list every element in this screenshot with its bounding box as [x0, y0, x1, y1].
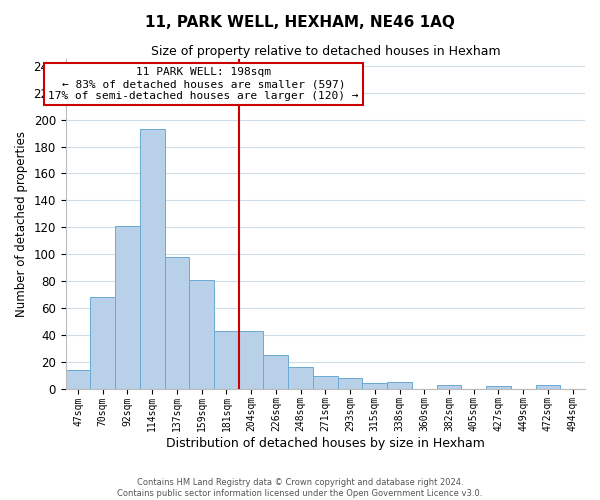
- Bar: [313, 376, 338, 388]
- Bar: [164, 257, 190, 388]
- Bar: [65, 370, 91, 388]
- Bar: [190, 280, 214, 388]
- Bar: [214, 330, 239, 388]
- Bar: [115, 226, 140, 388]
- Bar: [362, 383, 387, 388]
- Bar: [338, 378, 362, 388]
- Title: Size of property relative to detached houses in Hexham: Size of property relative to detached ho…: [151, 45, 500, 58]
- X-axis label: Distribution of detached houses by size in Hexham: Distribution of detached houses by size …: [166, 437, 485, 450]
- Text: 11, PARK WELL, HEXHAM, NE46 1AQ: 11, PARK WELL, HEXHAM, NE46 1AQ: [145, 15, 455, 30]
- Bar: [387, 382, 412, 388]
- Bar: [288, 367, 313, 388]
- Text: Contains HM Land Registry data © Crown copyright and database right 2024.
Contai: Contains HM Land Registry data © Crown c…: [118, 478, 482, 498]
- Y-axis label: Number of detached properties: Number of detached properties: [15, 131, 28, 317]
- Bar: [437, 384, 461, 388]
- Bar: [536, 384, 560, 388]
- Bar: [486, 386, 511, 388]
- Bar: [140, 129, 164, 388]
- Bar: [239, 330, 263, 388]
- Bar: [91, 297, 115, 388]
- Bar: [263, 355, 288, 388]
- Text: 11 PARK WELL: 198sqm
← 83% of detached houses are smaller (597)
17% of semi-deta: 11 PARK WELL: 198sqm ← 83% of detached h…: [48, 68, 359, 100]
